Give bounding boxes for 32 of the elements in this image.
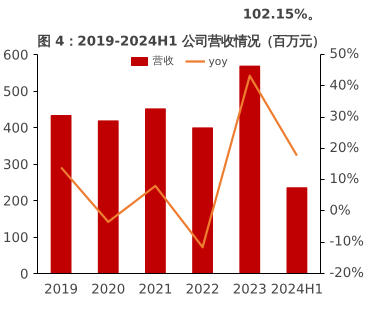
y-tick-label: 0: [20, 268, 29, 282]
y2-tick-label: 50%: [330, 47, 360, 62]
y2-tick-label: 0%: [330, 203, 351, 218]
x-tick-label: 2022: [186, 282, 220, 298]
y-tick-label: 400: [3, 122, 29, 136]
chart-title: 图 4：2019-2024H1 公司营收情况（百万元）: [38, 34, 326, 50]
y-tick-label: 100: [3, 231, 29, 246]
bar: [286, 187, 308, 274]
y-tick-label: 300: [3, 158, 29, 173]
bar: [50, 114, 72, 274]
y2-tick-label: 40%: [330, 78, 360, 94]
y2-tick-label: 10%: [330, 172, 360, 188]
legend-label: 营收: [152, 54, 174, 68]
x-tick-label: 2021: [138, 282, 172, 298]
y2-tick-label: -10%: [330, 234, 364, 250]
legend-label: yoy: [208, 54, 228, 68]
x-tick-label: 2023: [232, 282, 267, 298]
y2-tick-label: 30%: [330, 110, 360, 125]
y-tick-label: 200: [3, 194, 29, 210]
x-tick-label: 2024H1: [270, 282, 324, 298]
y-tick-label: 600: [3, 48, 29, 64]
x-tick-label: 2019: [44, 282, 78, 298]
line-series: [60, 74, 298, 248]
bar: [239, 66, 260, 274]
x-tick-label: 2020: [91, 282, 126, 298]
y2-tick-label: 20%: [330, 140, 360, 156]
bar: [145, 108, 166, 274]
bar: [192, 127, 213, 274]
y-tick-label: 500: [3, 85, 29, 100]
y2-tick-label: -20%: [330, 266, 364, 281]
text: 102.15%。: [242, 8, 321, 22]
bar: [98, 120, 119, 274]
